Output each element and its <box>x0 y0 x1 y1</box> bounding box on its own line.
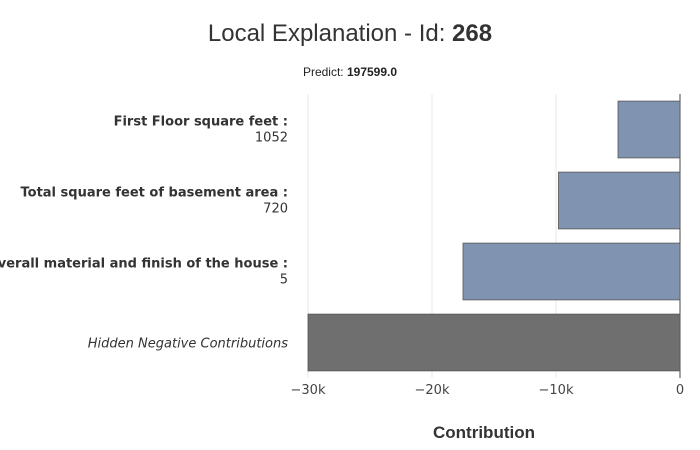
category-label-3: Overall material and finish of the house… <box>0 257 288 272</box>
bars <box>307 100 681 372</box>
category-label-1: First Floor square feet : <box>114 115 288 130</box>
bar-1[interactable] <box>617 100 681 159</box>
y-axis-labels: First Floor square feet :1052 Total squar… <box>0 115 288 352</box>
bar-4[interactable] <box>307 313 681 372</box>
x-tick-label-3: −10k <box>539 383 574 398</box>
category-label-4: Hidden Negative Contributions <box>88 337 288 352</box>
chart-title: Local Explanation - Id: 268 <box>0 20 700 48</box>
chart-subtitle: Predict: 197599.0 <box>0 65 700 79</box>
predict-label: Predict: <box>302 65 347 79</box>
x-tick-label-2: −20k <box>415 383 450 398</box>
category-label-2: Total square feet of basement area : <box>21 186 289 201</box>
x-tick-label-4: 0 <box>676 383 684 398</box>
title-id: 268 <box>452 20 493 47</box>
bar-3[interactable] <box>462 242 681 301</box>
x-axis-label: Contribution <box>433 423 535 442</box>
category-value-3: 5 <box>280 273 288 288</box>
x-tick-label-1: −30k <box>291 383 326 398</box>
predict-value: 197599.0 <box>346 65 398 79</box>
category-value-1: 1052 <box>255 131 288 146</box>
x-axis-ticks: −30k −20k −10k 0 <box>291 383 685 398</box>
bar-2[interactable] <box>558 171 681 230</box>
category-value-2: 720 <box>263 202 288 217</box>
title-prefix: Local Explanation - Id: <box>207 20 453 47</box>
